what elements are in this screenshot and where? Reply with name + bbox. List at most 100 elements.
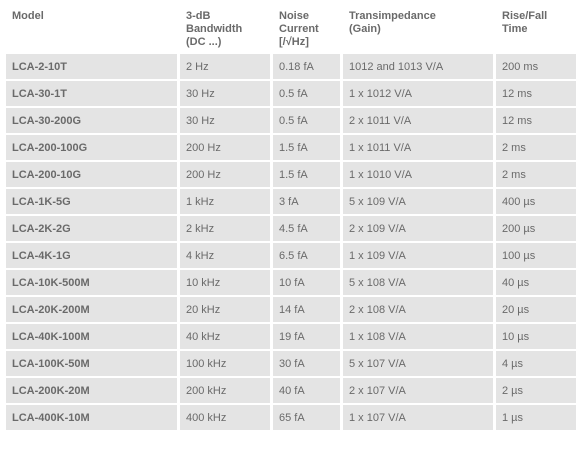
- column-gap: [177, 162, 180, 187]
- column-gap: [340, 135, 343, 160]
- model-cell: LCA-100K-50M: [6, 351, 177, 376]
- column-gap: [493, 324, 496, 349]
- bandwidth-cell: 40 kHz: [180, 324, 270, 349]
- column-gap: [270, 216, 273, 241]
- rise-time-cell: 12 ms: [496, 108, 576, 133]
- gain-cell: 1 x 1012 V/A: [343, 81, 493, 106]
- noise-cell: 10 fA: [273, 270, 340, 295]
- header-line: [/√Hz]: [279, 36, 309, 48]
- column-gap: [177, 405, 180, 430]
- bandwidth-cell: 400 kHz: [180, 405, 270, 430]
- model-cell: LCA-2K-2G: [6, 216, 177, 241]
- model-cell: LCA-200-10G: [6, 162, 177, 187]
- header-rise: Rise/Fall Time: [496, 6, 576, 52]
- column-gap: [340, 216, 343, 241]
- gain-cell: 1 x 108 V/A: [343, 324, 493, 349]
- column-gap: [270, 378, 273, 403]
- rise-time-cell: 400 µs: [496, 189, 576, 214]
- bandwidth-cell: 200 kHz: [180, 378, 270, 403]
- model-cell: LCA-10K-500M: [6, 270, 177, 295]
- noise-cell: 0.5 fA: [273, 108, 340, 133]
- bandwidth-cell: 30 Hz: [180, 81, 270, 106]
- bandwidth-cell: 1 kHz: [180, 189, 270, 214]
- gain-cell: 1 x 109 V/A: [343, 243, 493, 268]
- model-cell: LCA-30-200G: [6, 108, 177, 133]
- column-gap: [340, 351, 343, 376]
- noise-cell: 3 fA: [273, 189, 340, 214]
- column-gap: [493, 162, 496, 187]
- model-cell: LCA-200-100G: [6, 135, 177, 160]
- column-gap: [340, 324, 343, 349]
- column-gap: [270, 297, 273, 322]
- rise-time-cell: 100 µs: [496, 243, 576, 268]
- column-gap: [340, 270, 343, 295]
- model-cell: LCA-2-10T: [6, 54, 177, 79]
- model-cell: LCA-20K-200M: [6, 297, 177, 322]
- header-line: 3-dB: [186, 10, 211, 22]
- header-noise: Noise Current [/√Hz]: [273, 6, 340, 52]
- rise-time-cell: 1 µs: [496, 405, 576, 430]
- table-row: LCA-200-100G 200 Hz 1.5 fA 1 x 1011 V/A 2 ms: [6, 135, 576, 160]
- column-gap: [270, 405, 273, 430]
- gain-cell: 2 x 107 V/A: [343, 378, 493, 403]
- column-gap: [340, 54, 343, 79]
- column-gap: [177, 54, 180, 79]
- noise-cell: 0.18 fA: [273, 54, 340, 79]
- column-gap: [270, 189, 273, 214]
- table-row: LCA-4K-1G 4 kHz 6.5 fA 1 x 109 V/A 100 µs: [6, 243, 576, 268]
- column-gap: [270, 81, 273, 106]
- table-row: LCA-30-1T 30 Hz 0.5 fA 1 x 1012 V/A 12 ms: [6, 81, 576, 106]
- column-gap: [270, 351, 273, 376]
- spec-table: Model 3-dB Bandwidth (DC ...) Noise Current [/…: [6, 4, 576, 432]
- rise-time-cell: 2 ms: [496, 135, 576, 160]
- bandwidth-cell: 200 Hz: [180, 135, 270, 160]
- column-gap: [493, 351, 496, 376]
- noise-cell: 30 fA: [273, 351, 340, 376]
- table-row: LCA-10K-500M 10 kHz 10 fA 5 x 108 V/A 40 µs: [6, 270, 576, 295]
- column-gap: [177, 216, 180, 241]
- gain-cell: 1 x 107 V/A: [343, 405, 493, 430]
- rise-time-cell: 4 µs: [496, 351, 576, 376]
- column-gap: [177, 378, 180, 403]
- column-gap: [493, 135, 496, 160]
- column-gap: [493, 297, 496, 322]
- noise-cell: 1.5 fA: [273, 162, 340, 187]
- header-line: (Gain): [349, 23, 381, 35]
- gain-cell: 5 x 107 V/A: [343, 351, 493, 376]
- column-gap: [340, 81, 343, 106]
- column-gap: [340, 108, 343, 133]
- table-row: LCA-400K-10M 400 kHz 65 fA 1 x 107 V/A 1 µs: [6, 405, 576, 430]
- table-row: LCA-2K-2G 2 kHz 4.5 fA 2 x 109 V/A 200 µs: [6, 216, 576, 241]
- column-gap: [177, 108, 180, 133]
- model-cell: LCA-4K-1G: [6, 243, 177, 268]
- header-line: Model: [12, 10, 44, 22]
- table-row: LCA-200-10G 200 Hz 1.5 fA 1 x 1010 V/A 2 ms: [6, 162, 576, 187]
- bandwidth-cell: 200 Hz: [180, 162, 270, 187]
- bandwidth-cell: 2 Hz: [180, 54, 270, 79]
- model-cell: LCA-1K-5G: [6, 189, 177, 214]
- header-line: Transimpedance: [349, 10, 436, 22]
- column-gap: [177, 297, 180, 322]
- column-gap: [177, 270, 180, 295]
- column-gap: [270, 54, 273, 79]
- bandwidth-cell: 30 Hz: [180, 108, 270, 133]
- table-row: LCA-2-10T 2 Hz 0.18 fA 1012 and 1013 V/A 200…: [6, 54, 576, 79]
- column-gap: [340, 297, 343, 322]
- column-gap: [493, 216, 496, 241]
- gain-cell: 1012 and 1013 V/A: [343, 54, 493, 79]
- rise-time-cell: 40 µs: [496, 270, 576, 295]
- column-gap: [177, 81, 180, 106]
- table-body: LCA-2-10T 2 Hz 0.18 fA 1012 and 1013 V/A 200…: [6, 54, 576, 430]
- gain-cell: 2 x 108 V/A: [343, 297, 493, 322]
- column-gap: [340, 243, 343, 268]
- noise-cell: 0.5 fA: [273, 81, 340, 106]
- rise-time-cell: 2 µs: [496, 378, 576, 403]
- column-gap: [493, 108, 496, 133]
- column-gap: [270, 324, 273, 349]
- model-cell: LCA-400K-10M: [6, 405, 177, 430]
- column-gap: [177, 135, 180, 160]
- column-gap: [493, 405, 496, 430]
- column-gap: [340, 378, 343, 403]
- column-gap: [493, 81, 496, 106]
- header-line: Noise: [279, 10, 309, 22]
